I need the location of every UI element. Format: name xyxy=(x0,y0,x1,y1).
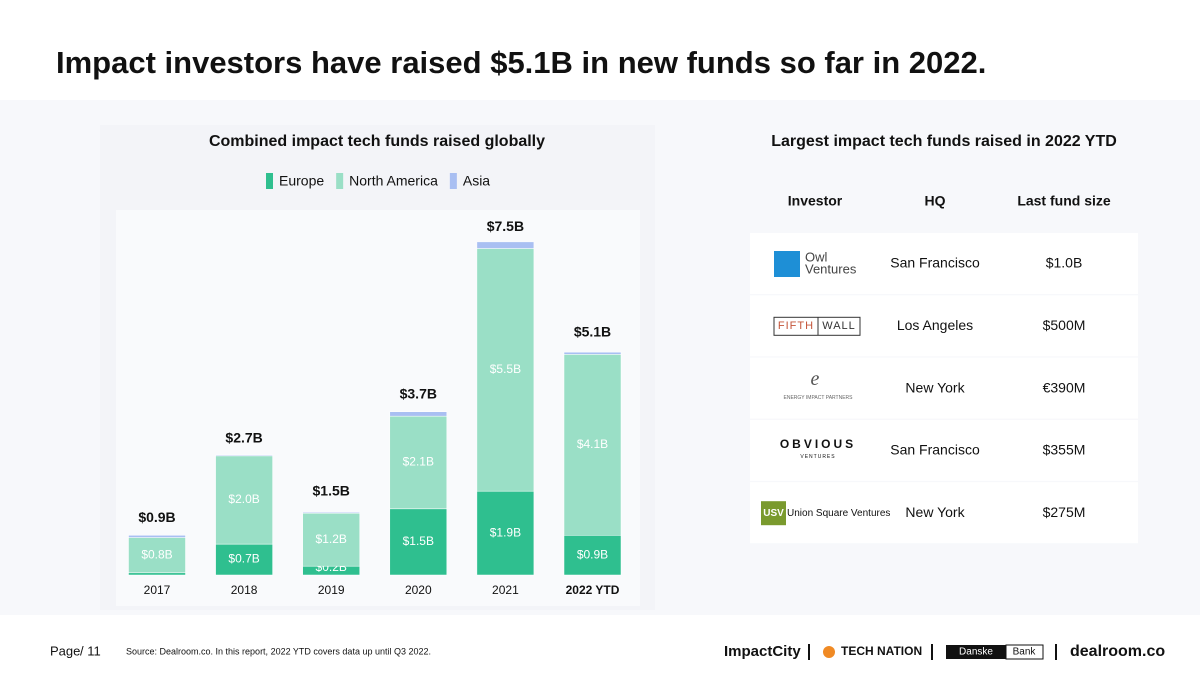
segment-label: $1.2B xyxy=(316,532,347,546)
slide-title: Impact investors have raised $5.1B in ne… xyxy=(56,45,986,80)
total-label: $3.7B xyxy=(400,385,437,401)
impactcity-logo: ImpactCity xyxy=(724,643,801,660)
segment-label: $1.5B xyxy=(403,534,434,548)
hq: San Francisco xyxy=(890,442,980,458)
logo-text: Owl xyxy=(805,249,828,264)
bar-segment xyxy=(389,415,448,510)
fund-size: $355M xyxy=(1043,442,1086,458)
bar-segment xyxy=(389,508,448,576)
logo-text: VENTURES xyxy=(800,454,835,460)
page-number: / 11 xyxy=(80,643,101,658)
total-label: $5.1B xyxy=(574,324,611,340)
hq: Los Angeles xyxy=(897,317,973,333)
tech-nation-logo: TECH NATION xyxy=(841,644,922,658)
logo-text: Union Square Ventures xyxy=(787,508,890,519)
x-tick-label: 2019 xyxy=(318,583,345,597)
bank-box xyxy=(1005,644,1044,660)
bar-segment xyxy=(476,241,535,249)
segment-label: $0.9B xyxy=(577,547,608,561)
x-tick-label: 2021 xyxy=(492,583,519,597)
logo-text: USV xyxy=(763,508,784,519)
bar-segment xyxy=(476,248,535,492)
bar-segment xyxy=(563,535,622,576)
bar-segment xyxy=(128,572,186,576)
x-tick-label: 2022 YTD xyxy=(566,583,620,597)
chart-title: Combined impact tech funds raised global… xyxy=(209,133,545,150)
x-tick-label: 2020 xyxy=(405,583,432,597)
hq: New York xyxy=(905,504,965,520)
segment-label: $5.5B xyxy=(490,362,521,376)
bank-logo: Bank xyxy=(1013,647,1037,658)
column-header: Investor xyxy=(788,193,843,209)
legend-swatch xyxy=(449,173,457,189)
dealroom-logo: dealroom.co xyxy=(1070,643,1165,660)
tech-nation-icon xyxy=(823,646,835,658)
bar-segment xyxy=(302,512,360,567)
segment-label: $2.1B xyxy=(403,455,434,469)
table-row xyxy=(750,295,1138,357)
segment-label: $0.7B xyxy=(228,552,259,566)
logo-text: OBVIOUS xyxy=(780,437,856,451)
legend-swatch xyxy=(266,173,273,189)
fund-size: $500M xyxy=(1043,317,1086,333)
table-title: Largest impact tech funds raised in 2022… xyxy=(771,133,1117,150)
table-row xyxy=(750,419,1138,481)
legend-swatch xyxy=(336,173,344,189)
segment-label: $4.1B xyxy=(577,437,608,451)
table-row xyxy=(750,357,1138,419)
segment-label: $2.0B xyxy=(228,492,259,506)
logo-icon xyxy=(774,251,800,277)
total-label: $1.5B xyxy=(313,483,350,499)
x-tick-label: 2017 xyxy=(144,583,171,597)
total-label: $7.5B xyxy=(487,218,524,234)
logo-box xyxy=(773,316,861,336)
x-tick-label: 2018 xyxy=(231,583,258,597)
fund-size: $275M xyxy=(1043,504,1086,520)
column-header: HQ xyxy=(925,193,946,209)
danske-logo: Danske xyxy=(959,647,993,658)
plot-area xyxy=(116,210,640,606)
segment-label: $0.8B xyxy=(141,547,172,561)
logo-text: FIFTH xyxy=(778,320,814,332)
legend-label: Europe xyxy=(279,173,324,189)
bar-segment xyxy=(128,535,186,538)
logo-text: Ventures xyxy=(805,261,857,276)
column-header: Last fund size xyxy=(1017,193,1111,209)
logo-box xyxy=(761,501,786,526)
hq: New York xyxy=(905,379,965,395)
source-note: Source: Dealroom.co. In this report, 202… xyxy=(126,646,431,656)
table-row xyxy=(750,482,1138,544)
fund-size: $1.0B xyxy=(1046,255,1083,271)
legend-label: North America xyxy=(349,173,438,189)
total-label: $0.9B xyxy=(138,509,175,525)
logo-text: WALL xyxy=(822,320,856,332)
total-label: $2.7B xyxy=(225,430,262,446)
bar-segment xyxy=(563,354,622,536)
bar-segment xyxy=(389,411,448,417)
page-label: Page xyxy=(50,643,80,658)
bar-segment xyxy=(302,512,360,514)
hq: San Francisco xyxy=(890,255,980,271)
logo-text: e xyxy=(811,368,820,390)
table-row xyxy=(750,233,1138,294)
segment-label: $1.9B xyxy=(490,525,521,539)
fund-size: €390M xyxy=(1043,379,1086,395)
danske-box xyxy=(946,645,1006,659)
logo-text: ENERGY IMPACT PARTNERS xyxy=(784,395,854,401)
bar-segment xyxy=(215,454,273,457)
bar-segment xyxy=(563,351,622,355)
legend-label: Asia xyxy=(463,173,490,189)
